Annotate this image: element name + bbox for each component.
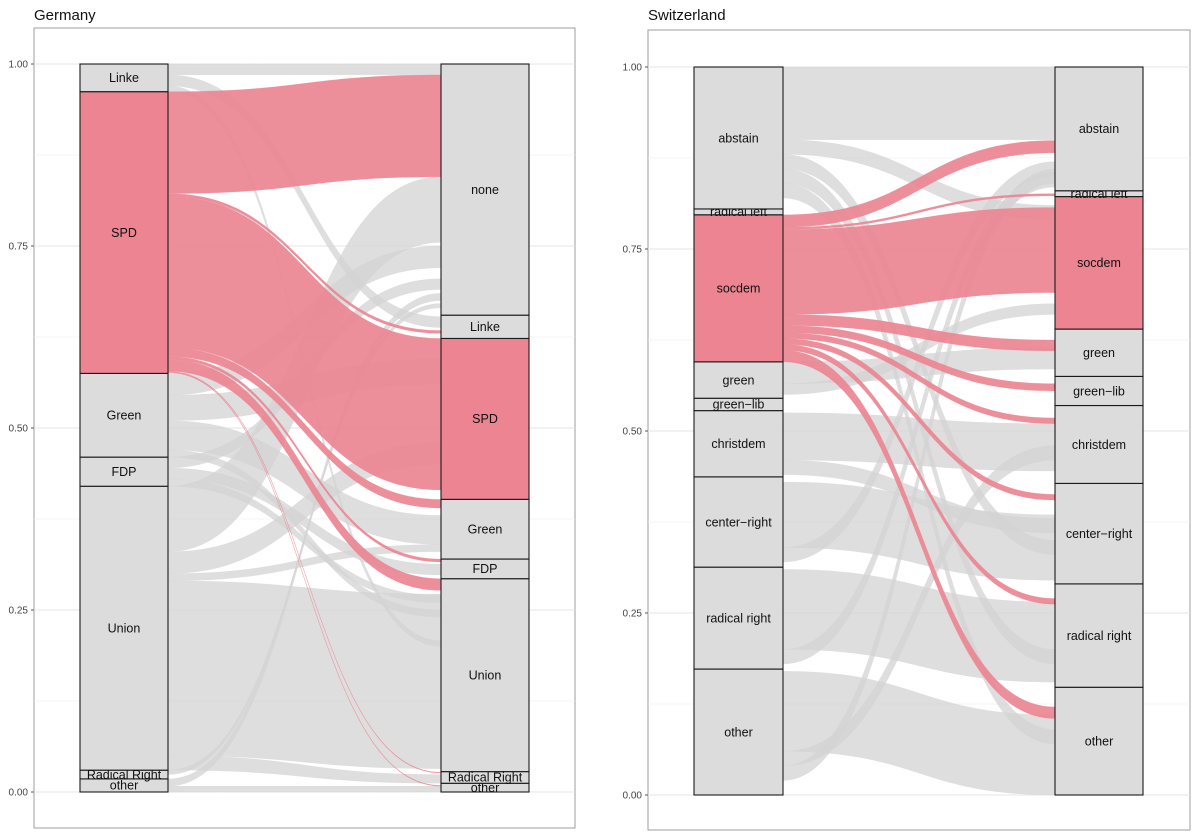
stratum-box <box>1054 583 1144 688</box>
y-tick-label: 0.75 <box>623 245 643 256</box>
stratum-box <box>79 91 169 374</box>
stratum-label: FDP <box>112 465 137 479</box>
stratum-box <box>440 498 530 560</box>
stratum-label: Radical Right <box>448 771 523 785</box>
stratum-box <box>79 456 169 487</box>
stratum-label: radical right <box>706 611 771 625</box>
stratum-label: christdem <box>1072 438 1126 452</box>
stratum-label: none <box>471 183 499 197</box>
stratum-box <box>79 63 169 93</box>
stratum-label: green−lib <box>1073 384 1125 398</box>
y-tick-label: 0.50 <box>9 424 29 435</box>
stratum-box <box>693 66 784 210</box>
flow-grey <box>782 66 1056 140</box>
stratum-box <box>1054 66 1144 192</box>
flows <box>167 63 442 793</box>
stratum-box <box>693 361 784 399</box>
y-tick-label: 0.25 <box>623 609 643 620</box>
stratum-label: Radical Right <box>87 768 162 782</box>
stratum-box <box>693 214 784 363</box>
stratum-box <box>693 476 784 568</box>
stratum-box <box>1054 686 1144 796</box>
stratum-box <box>79 372 169 458</box>
y-tick-label: 0.50 <box>623 427 643 438</box>
stratum-box <box>1054 196 1144 330</box>
stratum-label: other <box>1085 734 1114 748</box>
stratum-label: Green <box>107 409 142 423</box>
germany-panel: Germany 0.000.250.500.751.00otherRadical… <box>9 7 576 829</box>
y-tick-label: 0.00 <box>9 788 29 799</box>
panel-title: Switzerland <box>648 7 726 24</box>
stratum-box <box>693 566 784 670</box>
stratum-label: socdem <box>1077 256 1121 270</box>
stratum-label: Union <box>469 668 502 682</box>
flow-highlight <box>167 74 442 194</box>
y-tick-label: 1.00 <box>9 60 29 71</box>
left-axis: other radical right center−right christdem g… <box>693 66 784 796</box>
stratum-label: abstain <box>718 131 758 145</box>
stratum-label: Union <box>108 622 141 636</box>
stratum-label: green <box>723 373 755 387</box>
stratum-label: radical right <box>1067 629 1132 643</box>
stratum-label: FDP <box>473 562 498 576</box>
y-tick-label: 1.00 <box>623 63 643 74</box>
flows <box>782 66 1056 796</box>
stratum-box <box>1054 404 1144 484</box>
switzerland-panel: Switzerland 0.00 0.25 0.50 0.75 1.00 other rad… <box>623 7 1191 831</box>
stratum-box <box>79 485 169 771</box>
stratum-label: SPD <box>111 226 137 240</box>
panel-title: Germany <box>34 7 96 24</box>
stratum-box <box>693 668 784 796</box>
stratum-label: Green <box>468 522 503 536</box>
stratum-box <box>440 63 530 316</box>
stratum-label: other <box>724 725 753 739</box>
stratum-label: abstain <box>1079 122 1119 136</box>
flow-grey <box>167 580 442 769</box>
stratum-label: Linke <box>470 320 500 334</box>
stratum-label: center−right <box>1066 527 1133 541</box>
stratum-label: Linke <box>109 71 139 85</box>
stratum-label: socdem <box>717 282 761 296</box>
stratum-label: other <box>110 779 139 793</box>
y-tick-label: 0.00 <box>623 791 643 802</box>
stratum-label: green <box>1083 346 1115 360</box>
stratum-label: green−lib <box>713 398 765 412</box>
stratum-box <box>1054 328 1144 377</box>
right-axis: other radical right center−right christdem g… <box>1054 66 1144 796</box>
stratum-box <box>440 578 530 773</box>
y-tick-label: 0.25 <box>9 606 29 617</box>
flow-grey <box>167 63 442 76</box>
stratum-label: other <box>471 781 500 795</box>
stratum-label: center−right <box>705 515 772 529</box>
flow-grey <box>167 786 442 793</box>
stratum-label: christdem <box>711 437 765 451</box>
stratum-box <box>1054 482 1144 585</box>
stratum-label: SPD <box>472 412 498 426</box>
stratum-box <box>440 337 530 500</box>
y-tick-label: 0.75 <box>9 242 29 253</box>
